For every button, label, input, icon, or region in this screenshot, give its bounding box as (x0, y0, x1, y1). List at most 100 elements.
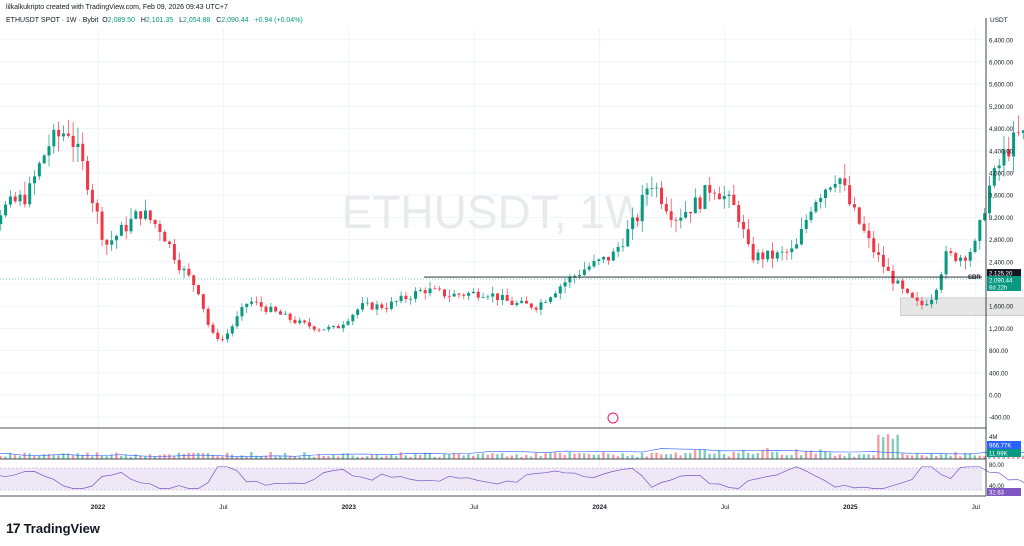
candle-body (57, 129, 61, 137)
time-tick-label: 2024 (592, 504, 607, 511)
volume-bar (418, 454, 422, 459)
volume-bar (317, 454, 321, 459)
volume-bar (259, 456, 263, 459)
volume-bar (872, 455, 875, 459)
candle (240, 303, 244, 321)
candle (496, 293, 500, 306)
candle-body (742, 221, 746, 230)
candle (370, 301, 374, 311)
sbr-level-label: SBR (968, 275, 981, 281)
candle-body (61, 133, 65, 137)
candle (553, 291, 557, 299)
candle (814, 199, 818, 214)
volume-bar (525, 454, 528, 459)
rsi-axis-top: 80.00 (989, 463, 1005, 469)
candle (375, 300, 379, 316)
volume-bar (645, 456, 649, 459)
volume-bar (211, 454, 214, 459)
candle-body (356, 309, 360, 315)
candle-body (987, 185, 991, 214)
candle (819, 194, 823, 209)
symbol-label[interactable]: ETHUSDT SPOT · 1W · Bybit (6, 17, 99, 24)
candle (563, 278, 567, 294)
candle (90, 184, 94, 213)
candle-body (626, 229, 630, 247)
candle-body (631, 217, 635, 230)
candle (476, 288, 480, 301)
volume-bar (804, 451, 808, 459)
volume-bar (727, 456, 731, 459)
alert-flash-icon[interactable] (607, 412, 619, 424)
candle (602, 256, 606, 264)
candle (992, 165, 996, 189)
tradingview-logo[interactable]: 17 TradingView (6, 520, 100, 536)
candle-body (433, 288, 437, 290)
volume-bar (332, 454, 335, 459)
candle-body (524, 300, 528, 304)
candle-body (732, 194, 736, 206)
candle-body (693, 197, 697, 214)
price-tick-label: 6,000.00 (989, 60, 1014, 67)
candle (163, 230, 167, 242)
volume-bar (549, 452, 552, 459)
volume-bar (245, 456, 248, 459)
candle (983, 207, 987, 222)
volume-bar (134, 454, 137, 459)
volume-bar (886, 434, 890, 459)
candle-body (375, 304, 379, 310)
volume-bar (13, 455, 17, 459)
time-tick-label: Jul (721, 504, 730, 511)
candle-body (153, 219, 157, 225)
tradingview-logo-text: TradingView (23, 520, 100, 536)
volume-bar (476, 454, 480, 459)
candle (799, 217, 803, 246)
volume-bar (1007, 456, 1010, 459)
candle-body (954, 252, 958, 261)
current-price-badge-text: 6d 22h (989, 286, 1007, 292)
candle (442, 289, 446, 299)
candle (872, 230, 876, 258)
volume-bar (115, 452, 118, 459)
candle-body (640, 194, 644, 222)
volume-last-badge-bg (987, 449, 1021, 457)
volume-bar (853, 456, 856, 459)
candle-body (751, 243, 755, 261)
candle (780, 246, 784, 261)
candle (365, 297, 369, 306)
candle-body (925, 304, 929, 306)
volume-bar (587, 453, 591, 459)
volume-bar (274, 456, 277, 459)
volume-bar (718, 450, 721, 459)
candle-body (351, 314, 355, 322)
candle-body (442, 289, 446, 297)
candle (42, 153, 46, 165)
price-tick-label: 6,400.00 (989, 37, 1014, 44)
volume-bar (438, 456, 441, 459)
time-tick-label: Jul (470, 504, 479, 511)
candle (910, 291, 914, 299)
candle-body (587, 266, 591, 270)
candle-body (534, 307, 538, 310)
candle (414, 287, 418, 303)
volume-bar (963, 452, 967, 459)
candle-body (172, 244, 176, 260)
candle (57, 121, 61, 152)
volume-bar (33, 455, 36, 459)
candle (312, 325, 316, 332)
candle-body (606, 256, 610, 261)
candle-body (756, 252, 760, 261)
candle-body (216, 332, 220, 340)
volume-bar (9, 452, 12, 459)
candle-body (438, 288, 442, 290)
candle-body (332, 326, 336, 327)
volume-bar (105, 456, 108, 459)
candle-body (37, 163, 41, 177)
candle-body (404, 295, 408, 300)
candle-body (539, 302, 543, 310)
volume-bar (616, 456, 620, 459)
volume-bar (163, 454, 166, 459)
volume-bar (62, 453, 65, 459)
volume-bar (766, 448, 769, 459)
volume-bar (264, 455, 268, 459)
